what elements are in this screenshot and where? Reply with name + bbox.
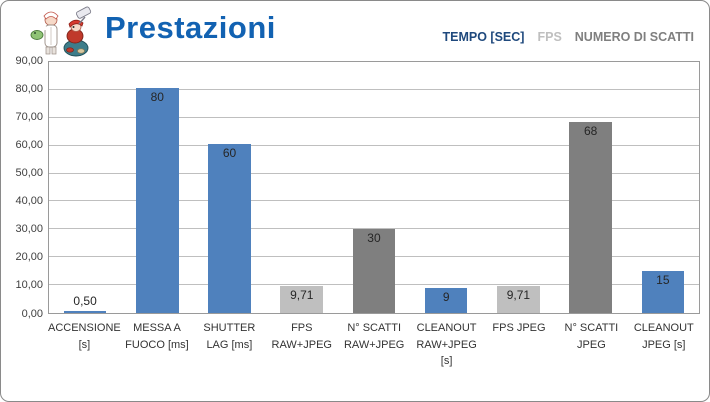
bar-slot: 15 [627, 62, 699, 313]
x-axis-label: N° SCATTI JPEG [564, 322, 619, 351]
legend-item-1[interactable]: FPS [537, 30, 562, 44]
bar-slot: 9,71 [482, 62, 554, 313]
bar-value-label: 30 [367, 231, 381, 245]
y-tick-label: 50,00 [15, 166, 43, 179]
bar-slot: 30 [338, 62, 410, 313]
y-tick-label: 0,00 [21, 307, 43, 320]
y-tick-label: 10,00 [15, 279, 43, 292]
bar-slot: 80 [121, 62, 193, 313]
y-tick-label: 30,00 [15, 223, 43, 236]
bar-slot: 68 [555, 62, 627, 313]
bar-shutter-lag-ms[interactable]: 60 [208, 144, 251, 313]
bar-messa-a-fuoco-ms[interactable]: 80 [136, 88, 179, 313]
legend-item-0[interactable]: TEMPO [SEC] [442, 30, 525, 44]
bar-cleanout-jpeg-s[interactable]: 15 [641, 271, 685, 313]
bar-value-label: 80 [150, 90, 164, 104]
gridline [49, 144, 699, 146]
gridline [49, 172, 699, 174]
bar-slot: 60 [193, 62, 265, 313]
gridline [49, 200, 699, 202]
y-tick-label: 80,00 [15, 82, 43, 95]
bar-value-label: 15 [656, 273, 670, 287]
chart-title: Prestazioni [105, 10, 276, 45]
y-tick-label: 70,00 [15, 110, 43, 123]
bar-value-label: 68 [583, 124, 598, 138]
bar-value-label: 9,71 [506, 288, 531, 302]
gridline [49, 228, 699, 230]
gridline [49, 116, 699, 118]
x-axis-label: MESSA A FUOCO [ms] [125, 322, 189, 351]
y-tick-label: 20,00 [15, 251, 43, 264]
bar-slot: 9 [410, 62, 482, 313]
bar-cleanout-raw-jpeg-s[interactable]: 9 [424, 288, 468, 313]
legend-item-2[interactable]: NUMERO DI SCATTI [574, 30, 694, 44]
x-axis-label: CLEANOUT JPEG [s] [633, 322, 694, 351]
x-axis-label: ACCENSIONE [s] [48, 322, 121, 351]
bar-accensione-s[interactable] [63, 311, 107, 313]
bar-value-label: 0,50 [73, 294, 97, 308]
y-tick-label: 40,00 [15, 195, 43, 208]
x-axis-label: CLEANOUT RAW+JPEG [s] [416, 322, 477, 367]
bar-value-label: 9 [442, 290, 450, 304]
plot-area: 0,50 80 60 9,71 30 9 9,71 68 15 [48, 61, 700, 314]
x-axis-label: SHUTTER LAG [ms] [203, 322, 256, 351]
gridline [49, 88, 699, 90]
bar-n-scatti-jpeg[interactable]: 68 [569, 122, 612, 313]
x-axis-label: N° SCATTI RAW+JPEG [343, 322, 405, 351]
bar-value-label: 60 [222, 146, 237, 160]
chart-legend: TEMPO [SEC] FPS NUMERO DI SCATTI [443, 30, 694, 44]
x-axis-label: FPS RAW+JPEG [271, 322, 332, 351]
bar-slot: 0,50 [49, 62, 121, 313]
bar-n-scatti-raw-jpeg[interactable]: 30 [352, 229, 396, 313]
bar-fps-jpeg[interactable]: 9,71 [497, 286, 540, 313]
bar-value-label: 9,71 [290, 288, 314, 302]
bars-container: 0,50 80 60 9,71 30 9 9,71 68 15 [49, 62, 699, 313]
mascots-logo-icon [30, 6, 92, 57]
x-axis: ACCENSIONE [s] MESSA A FUOCO [ms] SHUTTER LAG… [48, 320, 700, 370]
y-tick-label: 60,00 [15, 138, 43, 151]
bar-slot: 9,71 [266, 62, 338, 313]
bar-fps-raw-jpeg[interactable]: 9,71 [280, 286, 324, 313]
y-tick-label: 90,00 [15, 54, 43, 67]
x-axis-label: FPS JPEG [492, 322, 546, 334]
